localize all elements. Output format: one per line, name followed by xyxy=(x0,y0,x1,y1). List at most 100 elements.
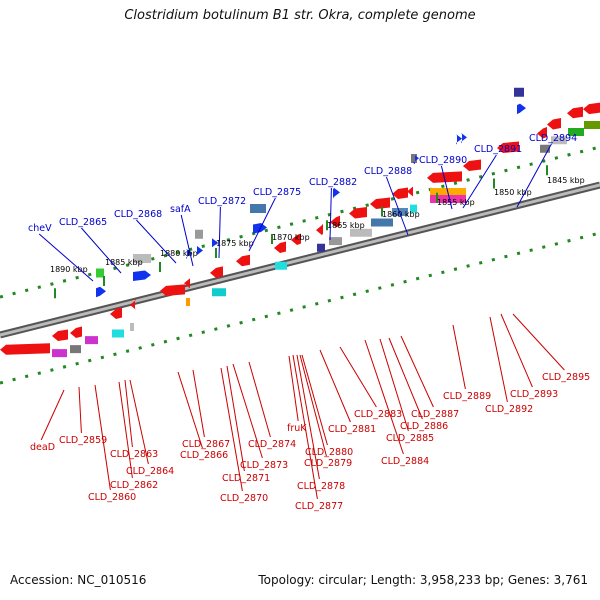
forward-gene-label-4: CLD_2872 xyxy=(198,196,246,207)
reverse-leader-24 xyxy=(489,316,508,403)
reverse-leader-23 xyxy=(452,324,466,390)
accession-text: Accession: NC_010516 xyxy=(10,573,147,587)
reverse-leader-6 xyxy=(177,371,203,449)
scale-label-0: 1890 kbp xyxy=(50,265,88,274)
reverse-gene-label-0: deaD xyxy=(30,442,55,453)
forward-leader-3 xyxy=(180,214,194,267)
reverse-leader-10 xyxy=(232,363,263,459)
reverse-gene-label-25: CLD_2893 xyxy=(510,389,558,400)
forward-gene-5 xyxy=(197,246,203,257)
reverse-gene-20 xyxy=(537,127,547,139)
domain-box-9 xyxy=(329,237,342,246)
domain-box-6 xyxy=(212,288,226,297)
forward-leader-8 xyxy=(440,165,453,210)
reverse-leader-5 xyxy=(129,379,149,465)
reverse-gene-label-2: CLD_2860 xyxy=(88,492,136,503)
scale-label-8: 1850 kbp xyxy=(494,188,532,197)
reverse-gene-label-16: CLD_2880 xyxy=(305,447,353,458)
forward-gene-4 xyxy=(186,248,192,260)
forward-gene-10 xyxy=(333,187,340,199)
reverse-gene-label-20: CLD_2885 xyxy=(386,433,434,444)
reverse-leader-16 xyxy=(301,354,328,446)
forward-gene-7 xyxy=(212,238,218,249)
reverse-leader-4 xyxy=(124,379,133,448)
reverse-gene-14 xyxy=(370,197,390,209)
domain-box-13 xyxy=(410,204,417,213)
topology-text: Topology: circular; Length: 3,958,233 bp… xyxy=(258,573,588,587)
domain-box-16 xyxy=(540,144,550,153)
scale-label-5: 1865 kbp xyxy=(327,221,365,230)
reverse-leader-1 xyxy=(78,386,82,434)
reverse-gene-label-3: CLD_2862 xyxy=(110,480,158,491)
reverse-gene-12 xyxy=(330,215,340,228)
forward-gene-0 xyxy=(96,268,104,278)
reverse-gene-label-7: CLD_2867 xyxy=(182,439,230,450)
forward-gene-label-3: safA xyxy=(170,204,191,215)
domain-box-3 xyxy=(112,329,124,338)
scale-label-9: 1845 kbp xyxy=(547,176,585,185)
forward-leader-10 xyxy=(516,143,552,208)
reverse-leader-9 xyxy=(226,365,245,472)
reverse-leader-19 xyxy=(364,339,404,455)
reverse-gene-label-1: CLD_2859 xyxy=(59,435,107,446)
reverse-gene-19 xyxy=(497,141,519,153)
forward-gene-15 xyxy=(514,87,524,97)
forward-gene-14 xyxy=(461,132,467,144)
reverse-gene-23 xyxy=(583,102,600,115)
reverse-gene-label-12: fruK xyxy=(287,423,307,434)
reverse-leader-25 xyxy=(500,313,533,388)
reverse-gene-6 xyxy=(184,276,190,289)
reverse-leader-17 xyxy=(319,349,351,423)
tick-track-lower-outer xyxy=(0,231,600,385)
reverse-gene-7 xyxy=(210,266,223,278)
reverse-gene-label-18: CLD_2883 xyxy=(354,409,402,420)
reverse-gene-16 xyxy=(407,185,413,197)
reverse-gene-label-26: CLD_2895 xyxy=(542,372,590,383)
reverse-gene-label-6: CLD_2866 xyxy=(180,450,228,461)
domain-box-15 xyxy=(430,195,466,203)
forward-leader-0 xyxy=(38,233,94,282)
reverse-leader-2 xyxy=(94,384,111,491)
forward-gene-13 xyxy=(456,134,462,145)
reverse-gene-label-19: CLD_2884 xyxy=(381,456,429,467)
reverse-gene-10 xyxy=(291,233,301,245)
reverse-leader-14 xyxy=(296,354,320,480)
reverse-leader-0 xyxy=(40,389,65,441)
reverse-gene-label-13: CLD_2877 xyxy=(295,501,343,512)
reverse-gene-label-17: CLD_2881 xyxy=(328,424,376,435)
reverse-gene-5 xyxy=(160,284,185,296)
forward-gene-label-2: CLD_2868 xyxy=(114,209,162,220)
forward-leader-9 xyxy=(462,154,497,209)
reverse-leader-13 xyxy=(292,354,318,500)
scale-label-7: 1855 kbp xyxy=(437,198,475,207)
reverse-gene-3 xyxy=(110,307,122,319)
domain-box-17 xyxy=(551,136,567,145)
map-title: Clostridium botulinum B1 str. Okra, comp… xyxy=(124,8,476,23)
forward-gene-1 xyxy=(96,286,106,298)
reverse-leader-15 xyxy=(299,354,327,457)
domain-box-0 xyxy=(52,349,67,358)
domain-box-2 xyxy=(85,336,98,345)
domain-box-7 xyxy=(275,261,287,270)
domain-box-19 xyxy=(584,121,600,129)
reverse-gene-label-8: CLD_2870 xyxy=(220,493,268,504)
domain-box-4 xyxy=(130,323,134,331)
forward-leader-5 xyxy=(248,197,276,252)
reverse-gene-label-14: CLD_2878 xyxy=(297,481,345,492)
reverse-gene-18 xyxy=(463,159,481,171)
forward-gene-8 xyxy=(250,204,266,213)
scale-label-1: 1885 kbp xyxy=(105,258,143,267)
forward-gene-6 xyxy=(195,229,203,239)
reverse-gene-8 xyxy=(236,254,250,267)
reverse-gene-label-10: CLD_2873 xyxy=(240,460,288,471)
scale-label-2: 1880 kbp xyxy=(160,249,198,258)
reverse-gene-label-9: CLD_2871 xyxy=(222,473,270,484)
forward-gene-label-5: CLD_2875 xyxy=(253,187,301,198)
domain-box-18 xyxy=(568,128,584,136)
forward-gene-label-6: CLD_2882 xyxy=(309,177,357,188)
reverse-gene-2 xyxy=(70,326,82,338)
forward-leader-6 xyxy=(329,187,332,241)
reverse-leader-21 xyxy=(388,337,423,420)
domain-box-12 xyxy=(392,208,408,216)
forward-gene-label-1: CLD_2865 xyxy=(59,217,107,228)
